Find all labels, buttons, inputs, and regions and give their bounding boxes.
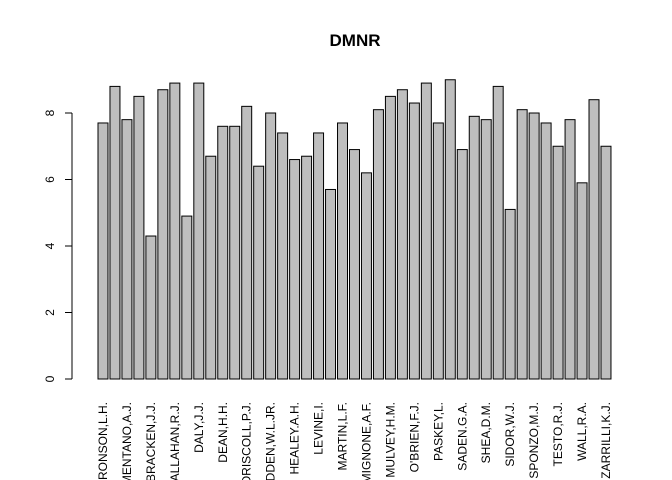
- bar: [313, 132, 325, 380]
- bar: [540, 122, 552, 380]
- x-tick-label: DRISCOLL,P.J.: [240, 402, 254, 480]
- bar: [444, 79, 456, 380]
- bar: [277, 132, 289, 380]
- x-tick-label: SHEA,D.M.: [479, 402, 493, 463]
- bar: [468, 115, 480, 380]
- x-tick-label: WALL,R.A.: [575, 402, 589, 461]
- bar: [528, 112, 540, 380]
- bar: [396, 89, 408, 380]
- bar: [109, 85, 121, 380]
- bar: [289, 159, 301, 380]
- bar: [253, 165, 265, 380]
- bar: [337, 122, 348, 380]
- x-tick-label: CALLAHAN,R.J.: [168, 402, 182, 480]
- bar: [121, 119, 133, 380]
- bar: [432, 122, 444, 380]
- bar: [145, 235, 157, 380]
- bar: [480, 119, 492, 380]
- bar: [157, 89, 169, 380]
- x-tick-label: TESTO,R.J.: [551, 402, 565, 466]
- x-tick-label: HADDEN,W.L.JR.: [264, 402, 278, 480]
- bar: [564, 119, 576, 380]
- y-tick-label: 8: [43, 109, 57, 116]
- x-tick-label: O'BRIEN,F.J.: [407, 402, 421, 472]
- bar: [241, 105, 253, 380]
- bar: [588, 99, 600, 380]
- x-tick-label: SIDOR,W.J.: [503, 402, 517, 467]
- bar: [492, 85, 504, 380]
- bar: [456, 149, 468, 380]
- y-tick-label: 2: [43, 309, 57, 316]
- bar: [576, 182, 588, 380]
- x-tick-label: SPONZO,M.J.: [527, 402, 541, 479]
- x-tick-label: ARMENTANO,A.J.: [120, 402, 134, 480]
- bar: [504, 208, 516, 380]
- x-tick-label: ZARRILLI,K.J.: [599, 402, 613, 479]
- bar: [360, 172, 372, 380]
- bar: [181, 215, 193, 380]
- bar: [265, 112, 277, 380]
- bar: [97, 122, 109, 380]
- chart-title: DMNR: [330, 31, 381, 50]
- bar: [420, 82, 432, 380]
- bar: [229, 125, 241, 380]
- x-tick-label: BRACKEN,J.J.: [144, 402, 158, 480]
- x-tick-label: PASKEY,L.: [431, 402, 445, 461]
- bar: [408, 102, 420, 380]
- x-tick-label: MARTIN,L.F.: [336, 402, 350, 470]
- bar: [193, 82, 205, 380]
- x-tick-label: AARONSON,L.H.: [96, 402, 110, 480]
- bar: [516, 109, 528, 380]
- x-tick-label: MIGNONE,A.F.: [359, 402, 373, 480]
- x-tick-label: DALY,J.J.: [192, 402, 206, 453]
- bar: [205, 155, 217, 380]
- x-tick-label: MULVEY,H.M.: [383, 402, 397, 478]
- bar: [372, 109, 384, 380]
- y-tick-label: 4: [43, 242, 57, 249]
- bar: [169, 82, 181, 380]
- bar: [552, 145, 564, 380]
- y-tick-label: 6: [43, 176, 57, 183]
- bar: [384, 95, 396, 380]
- bar: [217, 125, 229, 380]
- bar: [348, 149, 360, 380]
- bar: [600, 145, 612, 380]
- x-tick-label: DEAN,H.H.: [216, 402, 230, 463]
- bar: [301, 155, 313, 380]
- x-tick-label: LEVINE,I.: [312, 402, 326, 455]
- x-tick-label: HEALEY.A.H.: [288, 402, 302, 474]
- bar: [133, 95, 145, 380]
- y-tick-label: 0: [43, 375, 57, 382]
- bar: [325, 188, 337, 380]
- x-tick-label: SADEN.G.A.: [455, 402, 469, 471]
